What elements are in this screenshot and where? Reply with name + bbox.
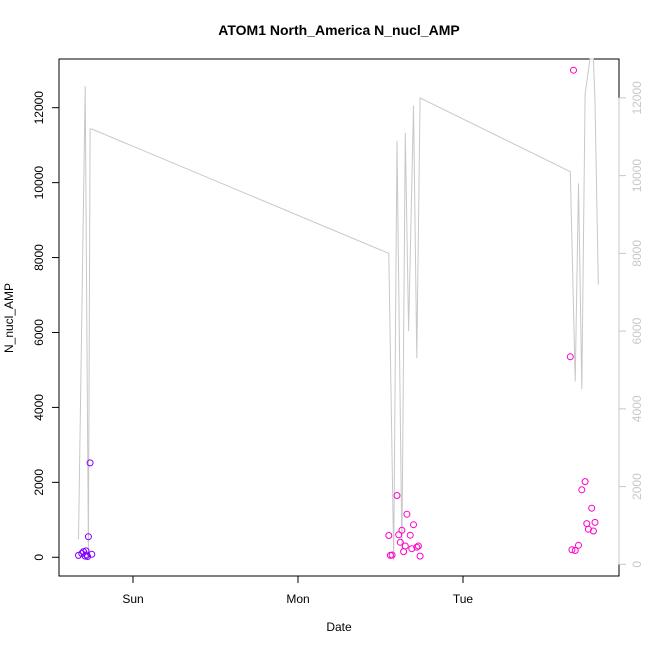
data-point (385, 532, 393, 539)
data-point (575, 541, 582, 549)
right-y-axis: 0 2000 4000 6000 8000 10000 12000 (618, 81, 644, 568)
data-point (588, 504, 596, 512)
x-axis-label: Date (326, 620, 352, 634)
left-tick-label: 10000 (32, 166, 46, 200)
x-tick-label: Sun (122, 592, 143, 606)
right-tick-label: 0 (630, 561, 644, 568)
right-tick-label: 10000 (630, 159, 644, 193)
data-point (570, 66, 577, 74)
left-tick-label: 8000 (32, 244, 46, 271)
right-tick-label: 6000 (630, 317, 644, 344)
data-point (571, 547, 579, 554)
left-tick-label: 2000 (32, 469, 46, 496)
data-point (81, 552, 89, 560)
data-point (581, 478, 589, 486)
x-tick-label: Mon (286, 592, 309, 606)
data-point (388, 551, 396, 559)
series-line-layer (78, 58, 599, 561)
data-point (408, 545, 416, 553)
right-tick-label: 8000 (630, 240, 644, 267)
left-tick-label: 0 (32, 554, 46, 561)
left-y-axis: 0 2000 4000 6000 8000 10000 12000 (32, 91, 60, 561)
data-point (403, 510, 411, 518)
data-point (396, 538, 404, 546)
left-tick-label: 4000 (32, 394, 46, 421)
series-line (78, 58, 599, 561)
data-point (416, 552, 424, 560)
data-point (589, 527, 597, 535)
data-point (393, 492, 401, 499)
data-point (395, 531, 403, 539)
x-tick-label: Tue (453, 592, 474, 606)
left-tick-label: 12000 (32, 91, 46, 125)
data-point (84, 533, 92, 541)
data-point (88, 550, 96, 558)
data-point (84, 553, 92, 560)
data-point (568, 546, 576, 554)
data-point (401, 542, 409, 550)
data-point (410, 521, 417, 529)
data-point (398, 526, 406, 534)
data-point (414, 542, 422, 550)
right-tick-label: 4000 (630, 395, 644, 422)
data-point (578, 486, 586, 494)
data-point (566, 353, 574, 361)
y-axis-label: N_nucl_AMP (2, 283, 16, 353)
left-tick-label: 6000 (32, 319, 46, 346)
x-axis: Sun Mon Tue (122, 575, 474, 606)
chart-title: ATOM1 North_America N_nucl_AMP (218, 22, 459, 38)
right-tick-label: 2000 (630, 473, 644, 500)
data-point (591, 518, 599, 526)
data-point (413, 543, 421, 551)
data-point (406, 531, 414, 539)
right-tick-label: 12000 (630, 81, 644, 115)
points-layer (75, 66, 599, 560)
data-point (86, 459, 94, 467)
